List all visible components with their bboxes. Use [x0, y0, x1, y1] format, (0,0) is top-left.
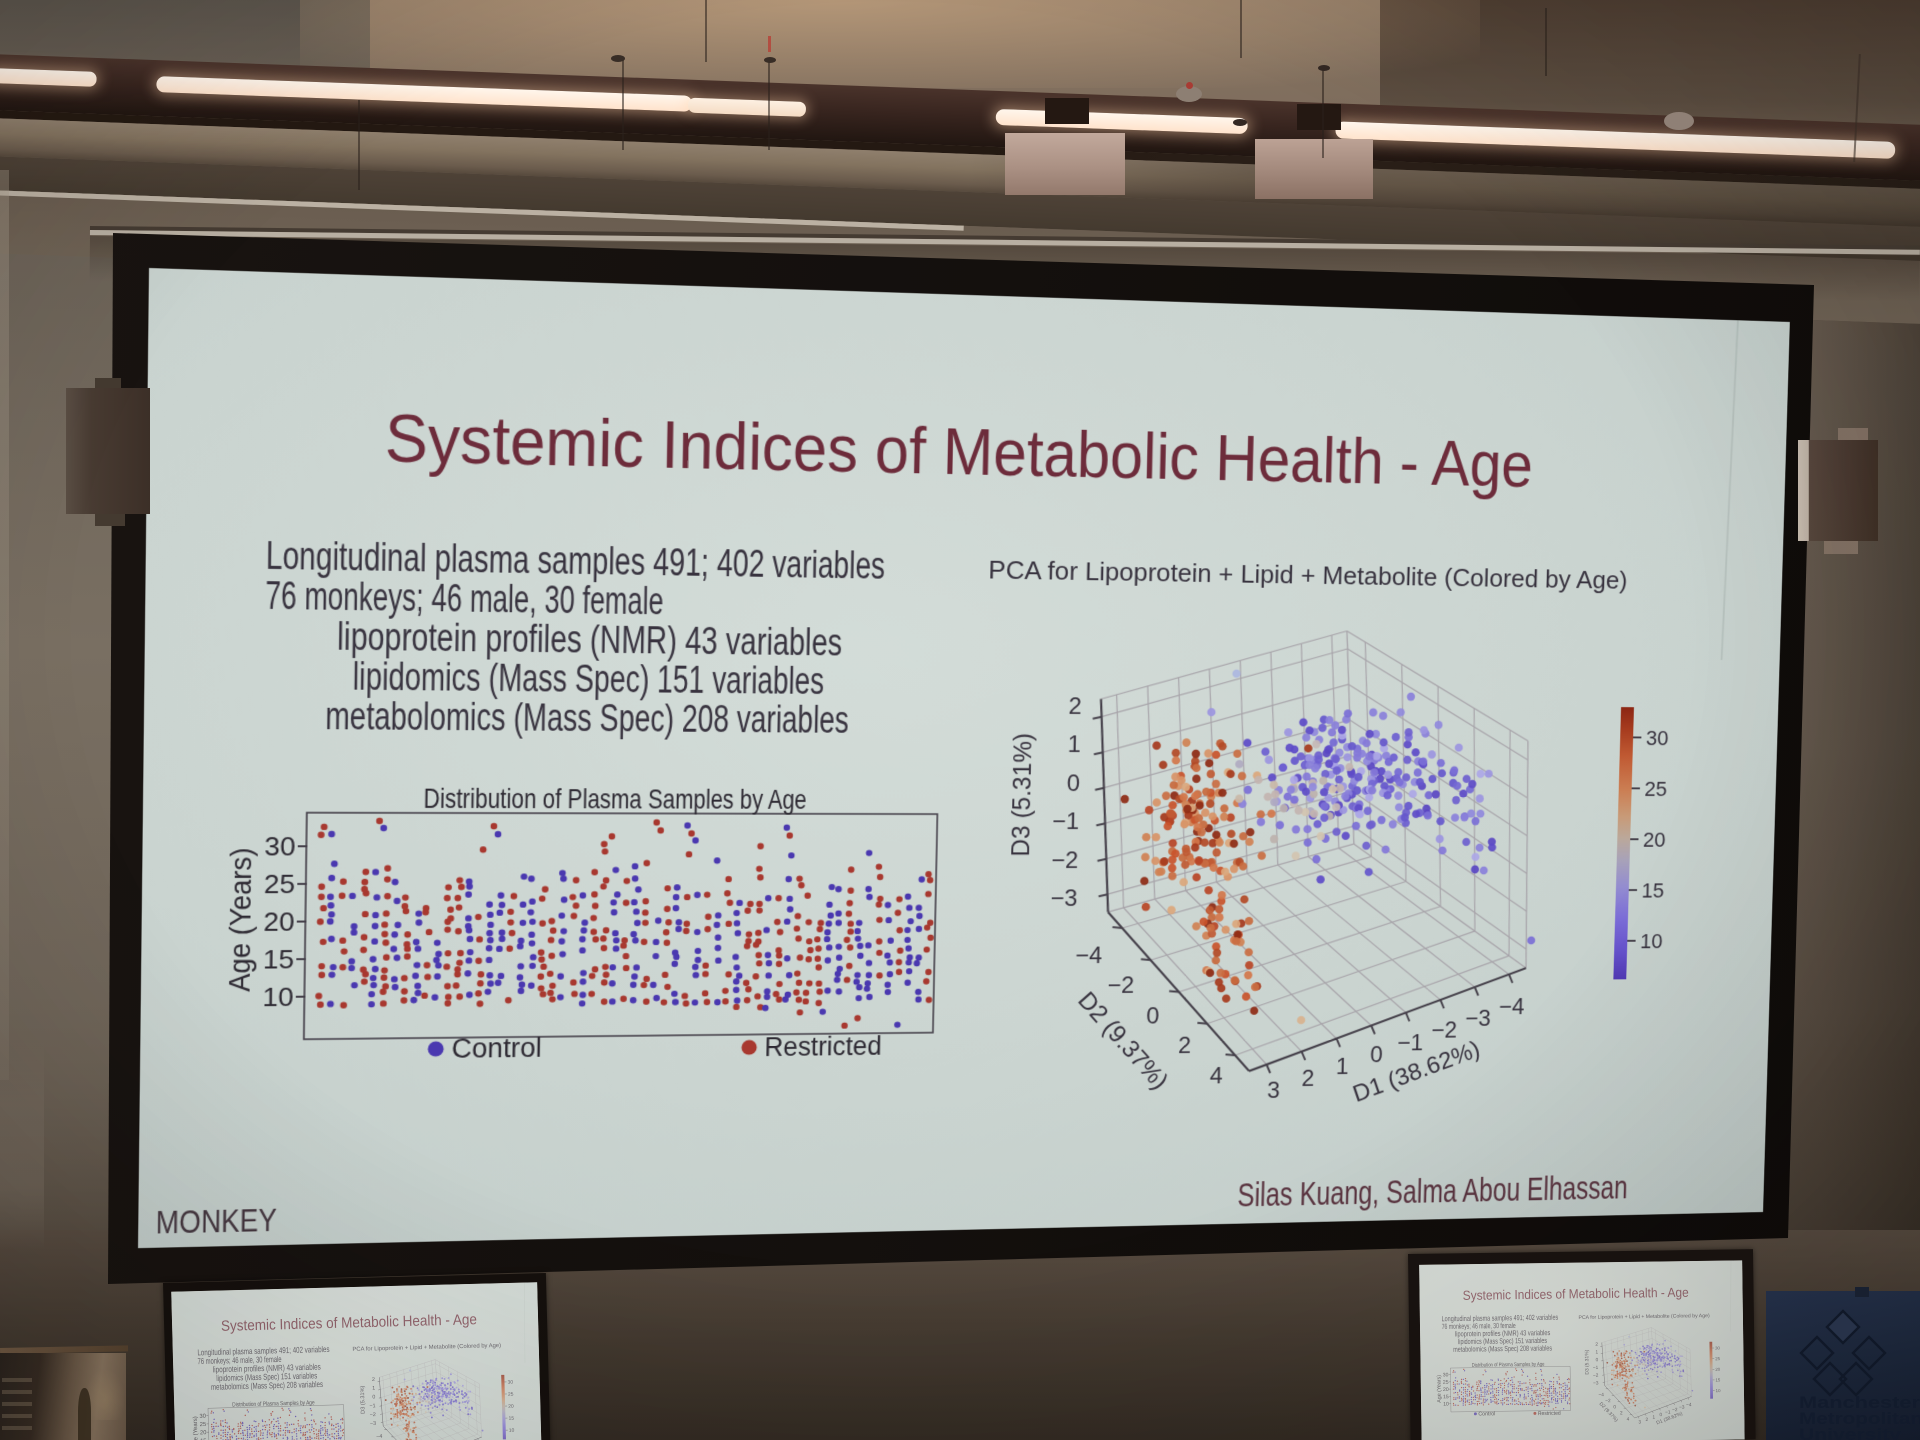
svg-text:Metropolitan: Metropolitan: [1799, 1409, 1920, 1428]
svg-text:University: University: [1799, 1425, 1902, 1440]
svg-text:Manchester: Manchester: [1799, 1393, 1920, 1412]
